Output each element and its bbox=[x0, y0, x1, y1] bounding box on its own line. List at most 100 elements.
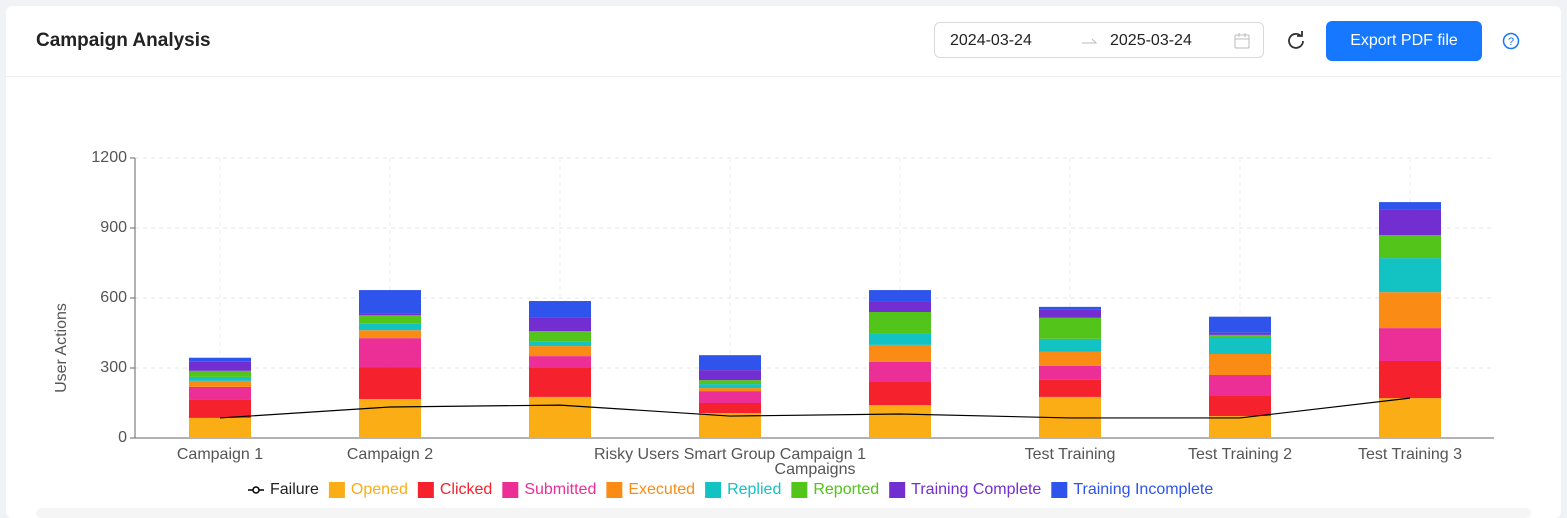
bar-segment bbox=[1379, 398, 1441, 438]
bar-segment bbox=[1039, 306, 1101, 310]
bar-segment bbox=[189, 380, 251, 387]
bar-segment bbox=[1379, 361, 1441, 399]
y-tick-label: 900 bbox=[100, 219, 127, 236]
bar-segment bbox=[1039, 365, 1101, 380]
bar-segment bbox=[1379, 209, 1441, 235]
bar-segment bbox=[1039, 351, 1101, 366]
bar-segment bbox=[359, 367, 421, 400]
bar-segment bbox=[189, 357, 251, 362]
bar-segment bbox=[189, 376, 251, 381]
bar-segment bbox=[189, 386, 251, 400]
bar-segment bbox=[189, 417, 251, 438]
x-tick-label: Test Training 2 bbox=[1188, 446, 1292, 463]
bar-segment bbox=[529, 356, 591, 368]
legend-label: Clicked bbox=[440, 481, 492, 498]
calendar-icon bbox=[1234, 33, 1250, 49]
bar-segment bbox=[359, 323, 421, 331]
bar-segment bbox=[869, 382, 931, 406]
bar-segment bbox=[1039, 379, 1101, 397]
y-tick-label: 0 bbox=[118, 429, 127, 446]
bar-segment bbox=[529, 317, 591, 332]
legend-swatch bbox=[791, 482, 808, 498]
bar-segment bbox=[529, 368, 591, 397]
bar-segment bbox=[189, 399, 251, 418]
refresh-icon[interactable] bbox=[1286, 31, 1306, 51]
bar-segment bbox=[189, 361, 251, 371]
bar-segment bbox=[189, 370, 251, 377]
bar-segment bbox=[1209, 416, 1271, 438]
legend-swatch bbox=[502, 482, 519, 498]
date-range-picker[interactable]: 2024-03-24 2025-03-24 bbox=[934, 22, 1264, 58]
bar-segment bbox=[529, 341, 591, 347]
failure-line bbox=[219, 397, 1411, 419]
bar-segment bbox=[869, 333, 931, 345]
bar-segment bbox=[699, 403, 761, 414]
legend-label: Failure bbox=[270, 481, 319, 498]
bar-segment bbox=[869, 405, 931, 438]
bar-segment bbox=[359, 330, 421, 339]
legend-label: Replied bbox=[727, 481, 781, 498]
bar-segment bbox=[1039, 309, 1101, 318]
legend-swatch bbox=[889, 482, 906, 498]
bar-segment bbox=[1209, 334, 1271, 337]
legend-label: Opened bbox=[351, 481, 408, 498]
end-date[interactable]: 2025-03-24 bbox=[1110, 32, 1192, 49]
page-title: Campaign Analysis bbox=[36, 30, 211, 51]
arrow-icon bbox=[1082, 38, 1098, 44]
bar-segment bbox=[359, 313, 421, 316]
bar-segment bbox=[1209, 336, 1271, 354]
bar-segment bbox=[529, 346, 591, 357]
bar-segment bbox=[699, 380, 761, 385]
x-tick-label: Risky Users Smart Group Campaign 1 bbox=[594, 446, 866, 463]
legend-swatch bbox=[328, 482, 345, 498]
start-date[interactable]: 2024-03-24 bbox=[950, 32, 1032, 49]
bar-segment bbox=[869, 312, 931, 334]
legend-swatch bbox=[417, 482, 434, 498]
bar-segment bbox=[1209, 354, 1271, 375]
legend-label: Executed bbox=[628, 481, 695, 498]
y-tick-label: 300 bbox=[100, 359, 127, 376]
bar-segment bbox=[529, 301, 591, 318]
bar-segment bbox=[869, 301, 931, 312]
bar-segment bbox=[1379, 258, 1441, 293]
bar-segment bbox=[699, 384, 761, 389]
x-tick-label: Test Training bbox=[1025, 446, 1116, 463]
bar-segment bbox=[1039, 338, 1101, 352]
legend-label: Training Incomplete bbox=[1073, 481, 1213, 498]
bar-segment bbox=[869, 290, 931, 302]
bar-segment bbox=[1209, 375, 1271, 396]
header: Campaign Analysis 2024-03-24 2025-03-24 … bbox=[6, 6, 1561, 77]
bar-segment bbox=[869, 361, 931, 382]
bar-segment bbox=[1209, 316, 1271, 333]
bar-segment bbox=[1209, 332, 1271, 335]
bar-segment bbox=[699, 370, 761, 381]
x-tick-label: Campaign 2 bbox=[347, 446, 433, 463]
export-button[interactable]: Export PDF file bbox=[1326, 21, 1482, 61]
bar-segment bbox=[359, 290, 421, 314]
y-tick-label: 1200 bbox=[91, 149, 127, 166]
bar-segment bbox=[1379, 235, 1441, 259]
bar-segment bbox=[1379, 202, 1441, 210]
x-tick-label: Campaign 1 bbox=[177, 446, 263, 463]
bar-segment bbox=[1379, 328, 1441, 361]
legend-label: Reported bbox=[813, 481, 879, 498]
bar-segment bbox=[359, 399, 421, 438]
x-axis-label: Campaigns bbox=[775, 461, 856, 478]
bar-segment bbox=[699, 413, 761, 438]
bar-segment bbox=[699, 388, 761, 392]
legend-marker bbox=[252, 486, 260, 494]
legend-label: Training Complete bbox=[911, 481, 1041, 498]
footer-strip bbox=[36, 508, 1531, 518]
help-icon[interactable]: ? bbox=[1502, 32, 1520, 50]
bar-segment bbox=[1379, 292, 1441, 329]
bar-segment bbox=[699, 355, 761, 371]
bar-segment bbox=[529, 396, 591, 438]
legend-swatch bbox=[705, 482, 722, 498]
legend-swatch bbox=[606, 482, 623, 498]
legend-swatch bbox=[1051, 482, 1068, 498]
bar-segment bbox=[1039, 317, 1101, 339]
legend-label: Submitted bbox=[524, 481, 596, 498]
bar-segment bbox=[529, 331, 591, 342]
